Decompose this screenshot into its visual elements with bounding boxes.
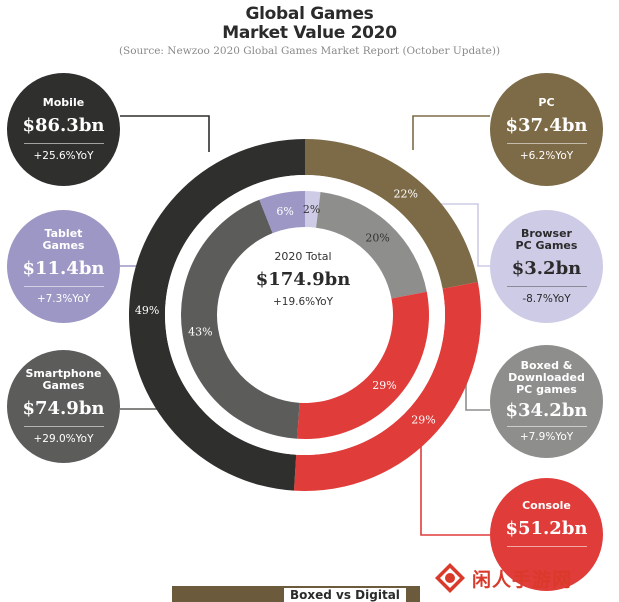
inner-label-browser-pc-games: 2% [303, 203, 320, 216]
callout-divider [23, 143, 104, 144]
chart-title-line2: Market Value 2020 [222, 23, 397, 43]
connector-pc [412, 115, 490, 150]
callout-boxed-name: Boxed & Downloaded PC games [508, 359, 585, 396]
footer-banner: Boxed vs Digital [172, 586, 420, 602]
callout-mobile-name: Mobile [42, 96, 85, 109]
center-value: $174.9bn [255, 269, 351, 290]
callout-browser-name: Browser PC Games [515, 227, 578, 252]
inner-label-smartphone-games: 43% [188, 326, 212, 339]
callout-divider [23, 286, 104, 287]
outer-label-mobile: 49% [135, 304, 159, 317]
callout-browser-pc-games: Browser PC Games $3.2bn -8.7%YoY [490, 210, 603, 323]
outer-label-pc: 22% [393, 187, 417, 200]
inner-segment-console [297, 291, 429, 439]
callout-boxed-yoy: +7.9%YoY [519, 431, 574, 443]
inner-label-tablet-games: 6% [276, 205, 293, 218]
footer-text: Boxed vs Digital [284, 588, 406, 602]
callout-divider [506, 546, 587, 547]
callout-smartphone-value: $74.9bn [22, 398, 105, 419]
center-yoy: +19.6%YoY [272, 296, 333, 308]
callout-smartphone-name: Smartphone Games [25, 367, 102, 392]
callout-tablet-yoy: +7.3%YoY [36, 293, 91, 305]
callout-boxed-downloaded-pc-games: Boxed & Downloaded PC games $34.2bn +7.9… [490, 345, 603, 458]
outer-segment-mobile [128, 139, 305, 491]
chart-title-line1: Global Games [245, 4, 374, 24]
inner-segment-tablet-games [259, 191, 305, 234]
inner-ring [181, 191, 429, 439]
callout-mobile-value: $86.3bn [22, 115, 105, 136]
ring-gap [165, 175, 445, 455]
chart-source: (Source: Newzoo 2020 Global Games Market… [118, 45, 501, 57]
connector-mobile [120, 115, 210, 152]
callout-boxed-value: $34.2bn [505, 400, 588, 421]
callout-divider [506, 286, 587, 287]
outer-ring [128, 139, 481, 491]
inner-label-boxed-downloaded-pc-games: 20% [365, 232, 389, 245]
watermark-text: 闲人手游网 [472, 568, 573, 591]
inner-segment-smartphone-games [181, 199, 300, 439]
ring-labels: 22% 29% 49% 2% 20% 29% 43% 6% [135, 187, 436, 426]
outer-segment-console [293, 282, 481, 491]
callout-console: Console $51.2bn [490, 478, 603, 591]
callout-tablet-games: Tablet Games $11.4bn +7.3%YoY [7, 210, 120, 323]
callout-pc: PC $37.4bn +6.2%YoY [490, 73, 603, 186]
callout-mobile: Mobile $86.3bn +25.6%YoY [7, 73, 120, 186]
outer-segment-pc [305, 139, 478, 289]
outer-label-console: 29% [411, 413, 435, 426]
fire-diamond-icon [435, 563, 465, 593]
site-watermark: 闲人手游网 [434, 562, 614, 594]
callout-smartphone-yoy: +29.0%YoY [33, 433, 94, 445]
callout-pc-name: PC [538, 96, 555, 109]
inner-segment-boxed-downloaded-pc-games [316, 191, 427, 299]
callout-pc-yoy: +6.2%YoY [519, 150, 574, 162]
callout-mobile-yoy: +25.6%YoY [33, 150, 94, 162]
callout-tablet-name: Tablet Games [42, 227, 85, 252]
inner-label-console: 29% [372, 379, 396, 392]
center-label: 2020 Total [274, 250, 332, 263]
center-total: 2020 Total $174.9bn +19.6%YoY [238, 250, 368, 308]
callout-divider [506, 143, 587, 144]
callout-tablet-value: $11.4bn [22, 258, 105, 279]
inner-segment-browser-pc-games [305, 191, 321, 228]
callout-browser-yoy: -8.7%YoY [522, 293, 571, 305]
callout-console-name: Console [522, 499, 571, 512]
callout-divider [23, 426, 104, 427]
callout-divider [506, 426, 587, 427]
callout-console-value: $51.2bn [505, 518, 588, 539]
callout-browser-value: $3.2bn [511, 258, 582, 279]
callout-pc-value: $37.4bn [505, 115, 588, 136]
callout-smartphone-games: Smartphone Games $74.9bn +29.0%YoY [7, 350, 120, 463]
